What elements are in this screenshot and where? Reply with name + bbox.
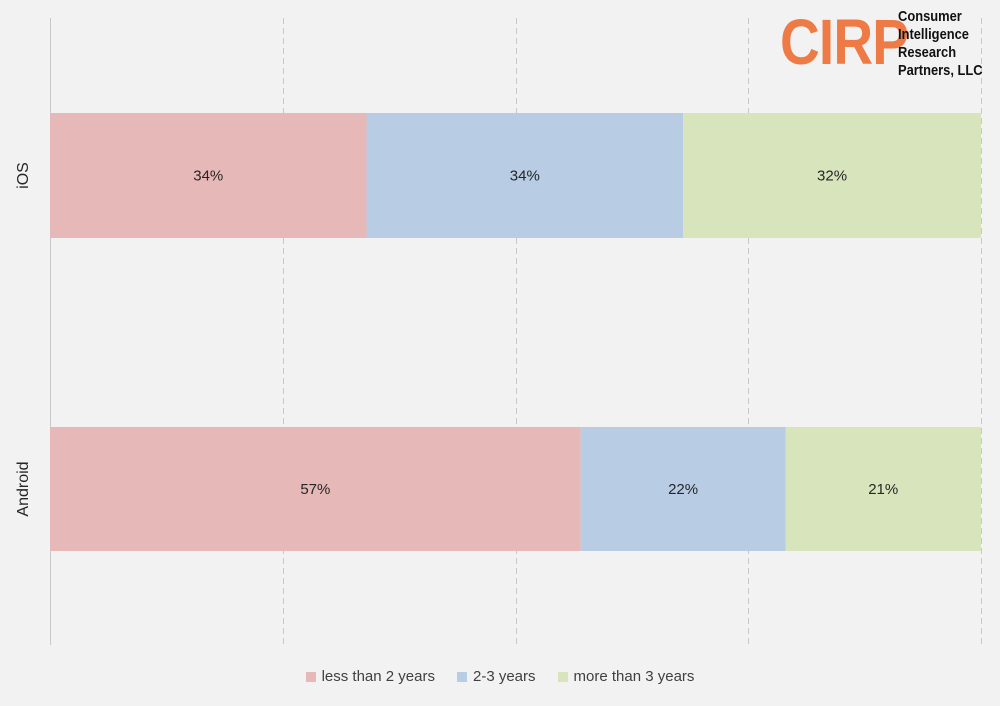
bar-segment	[580, 427, 786, 551]
bar-segment	[366, 113, 684, 238]
data-label: 32%	[817, 168, 847, 185]
logo-line: Consumer	[898, 8, 962, 25]
legend-item: less than 2 years	[305, 668, 435, 685]
data-label: 57%	[300, 481, 330, 498]
logo-text: Consumer Intelligence Research Partners,…	[898, 8, 983, 80]
logo-line: Partners, LLC	[898, 62, 983, 79]
logo-line: Research	[898, 44, 957, 61]
data-label: 21%	[868, 481, 898, 498]
category-label: Android	[15, 461, 32, 516]
bar-segment	[50, 113, 367, 238]
legend-label: more than 3 years	[573, 668, 695, 685]
bar-segment	[683, 113, 981, 238]
logo-mark: CIRP	[780, 6, 909, 78]
legend-item: more than 3 years	[557, 668, 695, 685]
data-label: 22%	[668, 481, 698, 498]
bar-segment	[785, 427, 981, 551]
legend-swatch-2-3	[456, 671, 467, 682]
legend-swatch-more-than-3	[557, 671, 568, 682]
data-label: 34%	[193, 168, 223, 185]
bar-segment	[50, 427, 581, 551]
data-label: 34%	[510, 168, 540, 185]
category-label: iOS	[15, 162, 32, 189]
legend-label: 2-3 years	[472, 668, 536, 685]
legend: less than 2 years 2-3 years more than 3 …	[0, 668, 1000, 685]
legend-label: less than 2 years	[321, 668, 435, 685]
legend-item: 2-3 years	[456, 668, 536, 685]
cirp-logo: CIRP Consumer Intelligence Research Part…	[780, 6, 994, 80]
legend-swatch-less-than-2	[305, 671, 316, 682]
logo-line: Intelligence	[898, 26, 969, 43]
